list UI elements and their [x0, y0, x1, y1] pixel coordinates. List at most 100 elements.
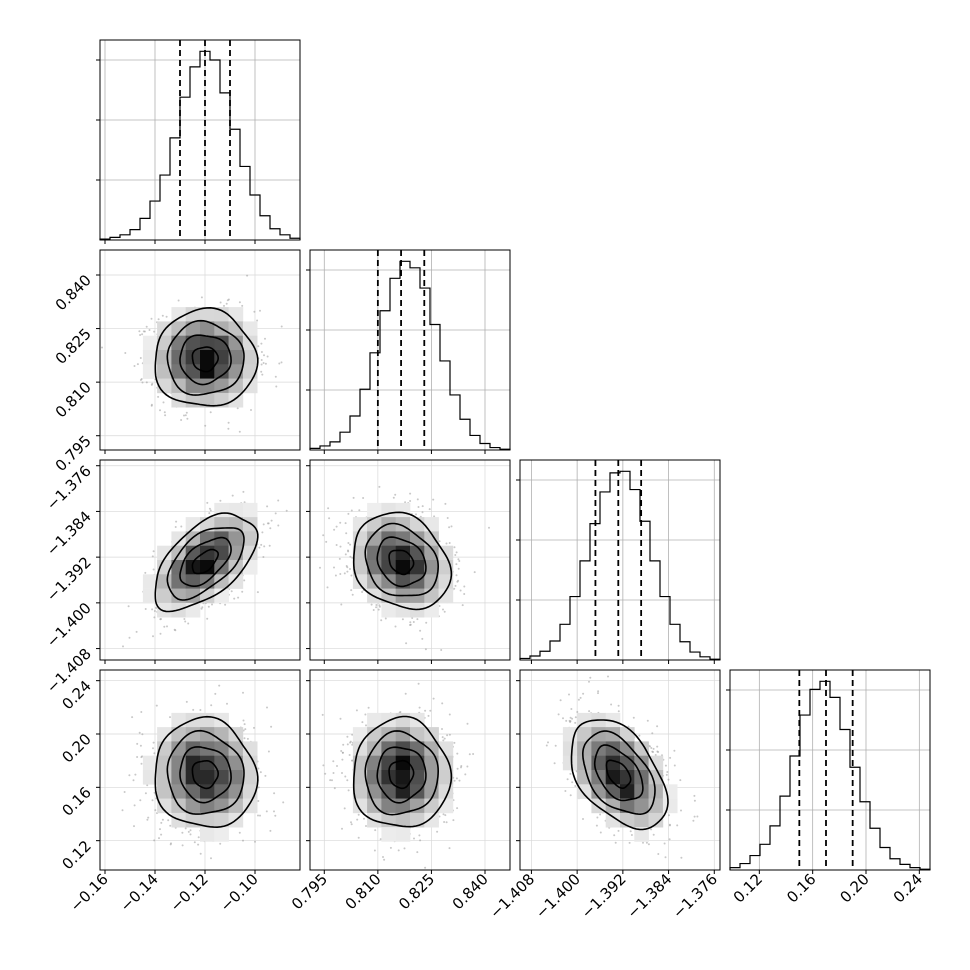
- density-cell: [424, 770, 439, 785]
- density-cell: [157, 602, 172, 618]
- sample-point: [669, 756, 672, 759]
- sample-point: [664, 764, 667, 767]
- sample-point: [416, 498, 419, 501]
- sample-point: [141, 333, 144, 336]
- density-cell: [395, 770, 411, 785]
- sample-point: [230, 590, 233, 593]
- sample-point: [206, 617, 209, 620]
- sample-point: [357, 836, 360, 839]
- density-cell: [410, 741, 425, 756]
- sample-point: [150, 317, 153, 320]
- density-cell: [214, 755, 229, 771]
- sample-point: [421, 511, 424, 514]
- sample-point: [158, 837, 160, 840]
- contour-line: [581, 730, 656, 816]
- density-cell: [381, 798, 396, 814]
- sample-point: [256, 591, 259, 594]
- sample-point: [599, 831, 602, 834]
- density-cell: [142, 574, 158, 589]
- sample-point: [266, 505, 269, 508]
- sample-point: [432, 697, 435, 700]
- sample-point: [404, 501, 407, 504]
- sample-point: [145, 381, 148, 384]
- sample-point: [231, 494, 234, 497]
- x-tick-label: −1.376: [669, 870, 721, 922]
- sample-point: [238, 831, 241, 834]
- sample-point: [241, 590, 244, 593]
- sample-point: [169, 824, 172, 827]
- y-tick-label: 0.20: [58, 730, 94, 766]
- sample-point: [363, 817, 365, 820]
- scatter-panel-1-2: [306, 459, 511, 664]
- sample-point: [409, 623, 412, 626]
- sample-point: [416, 618, 419, 621]
- density-cell: [142, 335, 158, 351]
- contour-line: [166, 527, 245, 601]
- sample-point: [338, 557, 341, 560]
- density-cell: [634, 784, 649, 799]
- density-cell: [228, 350, 244, 365]
- sample-point: [181, 844, 184, 847]
- sample-point: [656, 745, 659, 748]
- density-cell: [185, 307, 201, 322]
- contour-line: [388, 759, 415, 790]
- density-cell: [577, 741, 592, 756]
- sample-point: [379, 838, 382, 841]
- density-cell: [185, 517, 201, 532]
- density-cell: [228, 755, 244, 771]
- sample-point: [652, 833, 655, 836]
- sample-point: [270, 519, 273, 522]
- sample-point: [327, 507, 330, 510]
- sample-point: [243, 737, 246, 740]
- sample-point: [599, 813, 602, 816]
- sample-point: [253, 310, 256, 313]
- density-cell: [200, 545, 215, 561]
- sample-point: [184, 827, 187, 830]
- histogram-0: [99, 50, 301, 240]
- density-cell: [395, 560, 411, 575]
- density-cell: [591, 755, 606, 771]
- sample-point: [348, 754, 351, 756]
- sample-point: [257, 800, 260, 802]
- sample-point: [456, 767, 459, 770]
- density-cell: [410, 531, 425, 546]
- sample-point: [339, 573, 342, 575]
- sample-point: [256, 319, 259, 322]
- sample-point: [227, 298, 230, 301]
- density-cell: [352, 727, 368, 742]
- density-cell: [157, 545, 172, 561]
- sample-point: [568, 693, 570, 696]
- sample-point: [696, 815, 699, 818]
- density-cell: [185, 741, 201, 756]
- density-cell: [381, 770, 396, 785]
- density-cell: [228, 770, 244, 785]
- sample-point: [394, 625, 397, 628]
- sample-point: [569, 721, 572, 723]
- sample-point: [466, 722, 469, 725]
- sample-point: [328, 517, 331, 520]
- sample-point: [257, 345, 260, 348]
- histogram-2: [519, 470, 721, 660]
- sample-point: [139, 744, 142, 747]
- scatter-panel-0-2: [96, 459, 301, 664]
- sample-point: [134, 773, 137, 776]
- sample-point: [260, 363, 263, 366]
- density-cell: [228, 307, 244, 322]
- sample-point: [189, 833, 192, 836]
- density-cell: [157, 321, 172, 336]
- sample-point: [146, 818, 149, 821]
- sample-point: [597, 690, 600, 693]
- sample-point: [266, 355, 269, 358]
- sample-point: [433, 515, 436, 518]
- density-cell: [242, 741, 258, 756]
- sample-point: [152, 635, 154, 638]
- density-cell: [142, 364, 158, 379]
- sample-point: [219, 499, 222, 502]
- density-cell: [395, 812, 411, 828]
- sample-point: [370, 603, 373, 606]
- sample-point: [453, 546, 456, 549]
- sample-point: [274, 375, 277, 378]
- density-cell: [577, 712, 592, 728]
- y-tick-label: 0.825: [52, 325, 95, 368]
- sample-point: [415, 513, 417, 516]
